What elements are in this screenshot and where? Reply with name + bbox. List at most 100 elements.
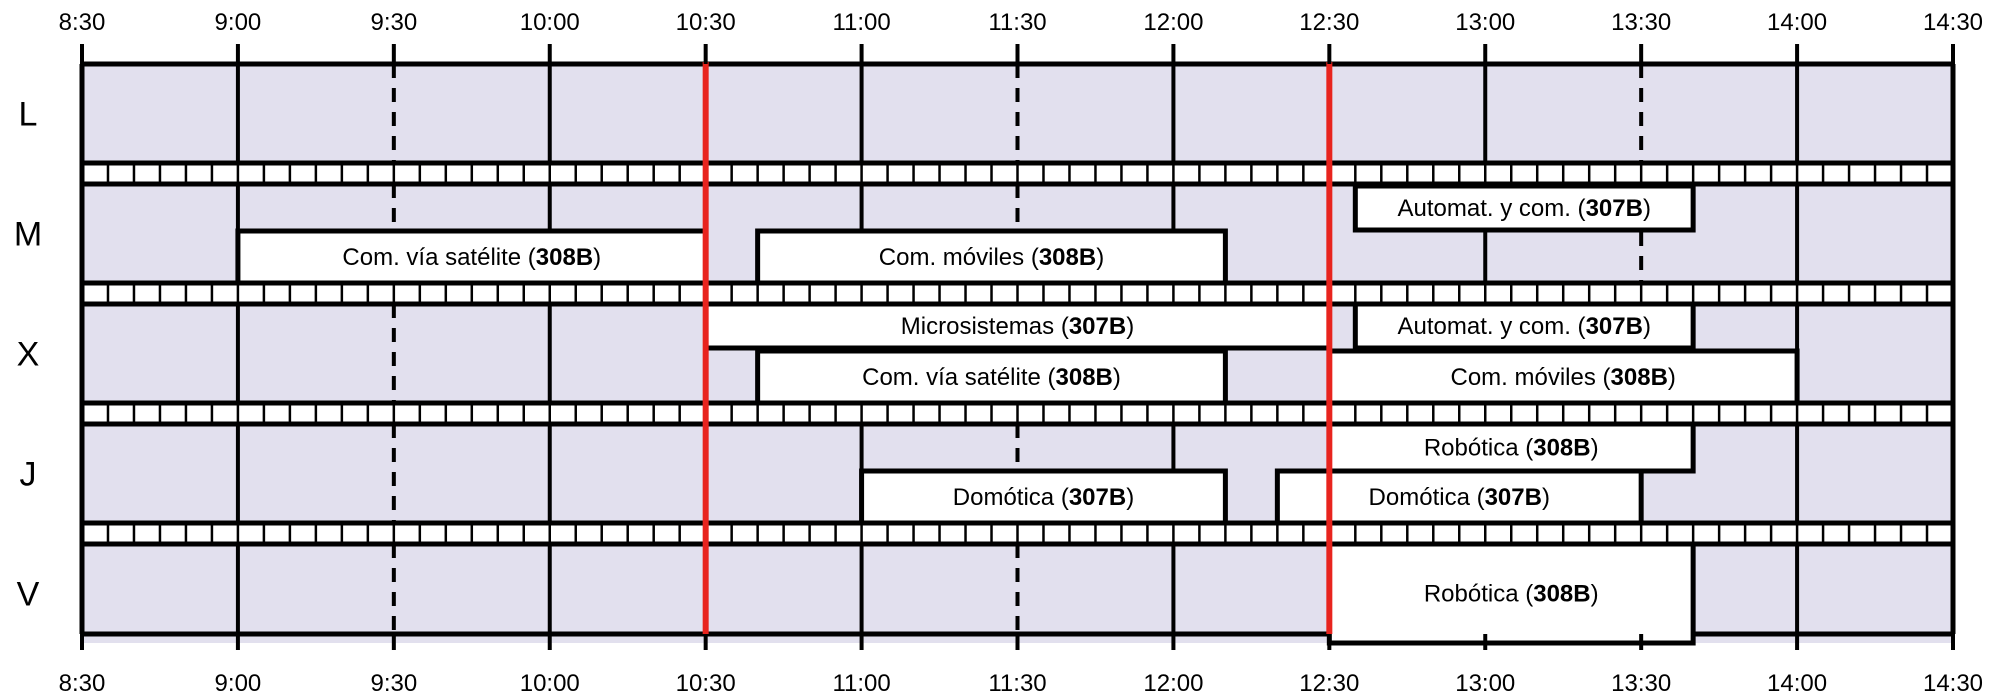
tick-label-top: 10:00 (520, 9, 580, 36)
class-label: Domótica (307B) (953, 484, 1134, 511)
class-block-box (235, 228, 709, 286)
class-label: Com. móviles (308B) (1451, 364, 1676, 391)
class-label: Microsistemas (307B) (901, 313, 1134, 340)
tick-label-top: 14:30 (1923, 9, 1983, 36)
tick-label-bottom: 9:30 (370, 670, 417, 694)
class-label: Com. móviles (308B) (879, 244, 1104, 271)
class-block-box (755, 348, 1228, 406)
class-title: Microsistemas ( (901, 313, 1069, 340)
class-block[interactable]: Com. móviles (308B) (1326, 348, 1800, 406)
day-label-V: V (17, 576, 40, 614)
class-room: 307B (1586, 313, 1643, 340)
class-paren: ) (1126, 484, 1134, 511)
class-room: 308B (1039, 244, 1096, 271)
class-block-box (1274, 468, 1644, 526)
tick-label-top: 12:00 (1143, 9, 1203, 36)
class-room: 307B (1586, 195, 1643, 222)
class-block-box (1352, 183, 1696, 233)
class-label: Automat. y com. (307B) (1398, 195, 1651, 222)
tick-label-bottom: 10:30 (676, 670, 736, 694)
tick-label-top: 13:30 (1611, 9, 1671, 36)
tick-label-top: 10:30 (676, 9, 736, 36)
class-title: Com. vía satélite ( (342, 244, 535, 271)
class-block-box (1326, 348, 1800, 406)
class-room: 308B (1056, 364, 1113, 391)
tick-label-bottom: 8:30 (59, 670, 106, 694)
tick-label-bottom: 12:30 (1299, 670, 1359, 694)
class-block[interactable]: Com. vía satélite (308B) (235, 228, 709, 286)
class-block[interactable]: Domótica (307B) (1274, 468, 1644, 526)
time-axis: 8:30 8:30 9:00 9:00 9:30 9:30 10:00 10:00 10:30 1… (59, 9, 1983, 694)
tick-label-top: 8:30 (59, 9, 106, 36)
class-title: Com. móviles ( (879, 244, 1039, 271)
class-title: Domótica ( (953, 484, 1069, 511)
class-block[interactable]: Robótica (308B) (1326, 421, 1696, 474)
day-labels: L M X J V (14, 96, 42, 614)
class-block[interactable]: Automat. y com. (307B) (1352, 183, 1696, 233)
highlight-lines (702, 62, 1333, 634)
class-block[interactable]: Com. vía satélite (308B) (755, 348, 1228, 406)
class-block-box (859, 468, 1228, 526)
class-block[interactable]: Robótica (308B) (1326, 541, 1696, 646)
class-title: Automat. y com. ( (1398, 195, 1586, 222)
class-paren: ) (1643, 195, 1651, 222)
class-title: Robótica ( (1424, 435, 1533, 462)
class-block[interactable]: Domótica (307B) (859, 468, 1228, 526)
day-label-X: X (17, 336, 40, 374)
tick-label-bottom: 12:00 (1143, 670, 1203, 694)
class-label: Robótica (308B) (1424, 435, 1599, 462)
class-paren: ) (1113, 364, 1121, 391)
class-paren: ) (1542, 484, 1550, 511)
class-block[interactable]: Com. móviles (308B) (755, 228, 1228, 286)
class-block[interactable]: Microsistemas (307B) (703, 301, 1332, 351)
class-label: Domótica (307B) (1369, 484, 1550, 511)
class-block-box (1352, 301, 1696, 351)
class-paren: ) (1643, 313, 1651, 340)
class-label: Com. vía satélite (308B) (342, 244, 601, 271)
class-label: Automat. y com. (307B) (1398, 313, 1651, 340)
class-block[interactable]: Automat. y com. (307B) (1352, 301, 1696, 351)
tick-label-bottom: 10:00 (520, 670, 580, 694)
class-room: 307B (1069, 313, 1126, 340)
class-blocks: Automat. y com. (307B)Com. vía satélite … (235, 183, 1800, 646)
class-room: 308B (1611, 364, 1668, 391)
tick-label-bottom: 11:00 (832, 670, 890, 694)
class-room: 308B (1533, 435, 1590, 462)
class-paren: ) (1668, 364, 1676, 391)
tick-label-bottom: 9:00 (215, 670, 262, 694)
class-paren: ) (1126, 313, 1134, 340)
class-paren: ) (1591, 435, 1599, 462)
tick-label-top: 9:30 (370, 9, 417, 36)
tick-label-top: 13:00 (1455, 9, 1515, 36)
class-label: Com. vía satélite (308B) (862, 364, 1121, 391)
tick-label-bottom: 13:30 (1611, 670, 1671, 694)
tick-label-top: 12:30 (1299, 9, 1359, 36)
day-separators (79, 61, 1956, 637)
class-room: 307B (1069, 484, 1126, 511)
tick-label-top: 9:00 (215, 9, 262, 36)
tick-label-bottom: 11:30 (988, 670, 1046, 694)
class-paren: ) (1096, 244, 1104, 271)
day-label-M: M (14, 216, 42, 254)
class-title: Domótica ( (1369, 484, 1485, 511)
tick-label-top: 11:00 (832, 9, 890, 36)
class-title: Com. móviles ( (1451, 364, 1611, 391)
class-room: 308B (536, 244, 593, 271)
class-title: Com. vía satélite ( (862, 364, 1055, 391)
tick-label-bottom: 14:00 (1767, 670, 1827, 694)
tick-label-top: 11:30 (988, 9, 1046, 36)
class-room: 308B (1533, 581, 1590, 608)
class-block-box (755, 228, 1228, 286)
tick-label-bottom: 13:00 (1455, 670, 1515, 694)
day-label-L: L (19, 96, 38, 134)
tick-label-bottom: 14:30 (1923, 670, 1983, 694)
day-label-J: J (20, 456, 37, 494)
class-paren: ) (1591, 581, 1599, 608)
class-label: Robótica (308B) (1424, 581, 1599, 608)
tick-label-top: 14:00 (1767, 9, 1827, 36)
class-title: Robótica ( (1424, 581, 1533, 608)
class-paren: ) (593, 244, 601, 271)
class-room: 307B (1485, 484, 1542, 511)
class-title: Automat. y com. ( (1398, 313, 1586, 340)
